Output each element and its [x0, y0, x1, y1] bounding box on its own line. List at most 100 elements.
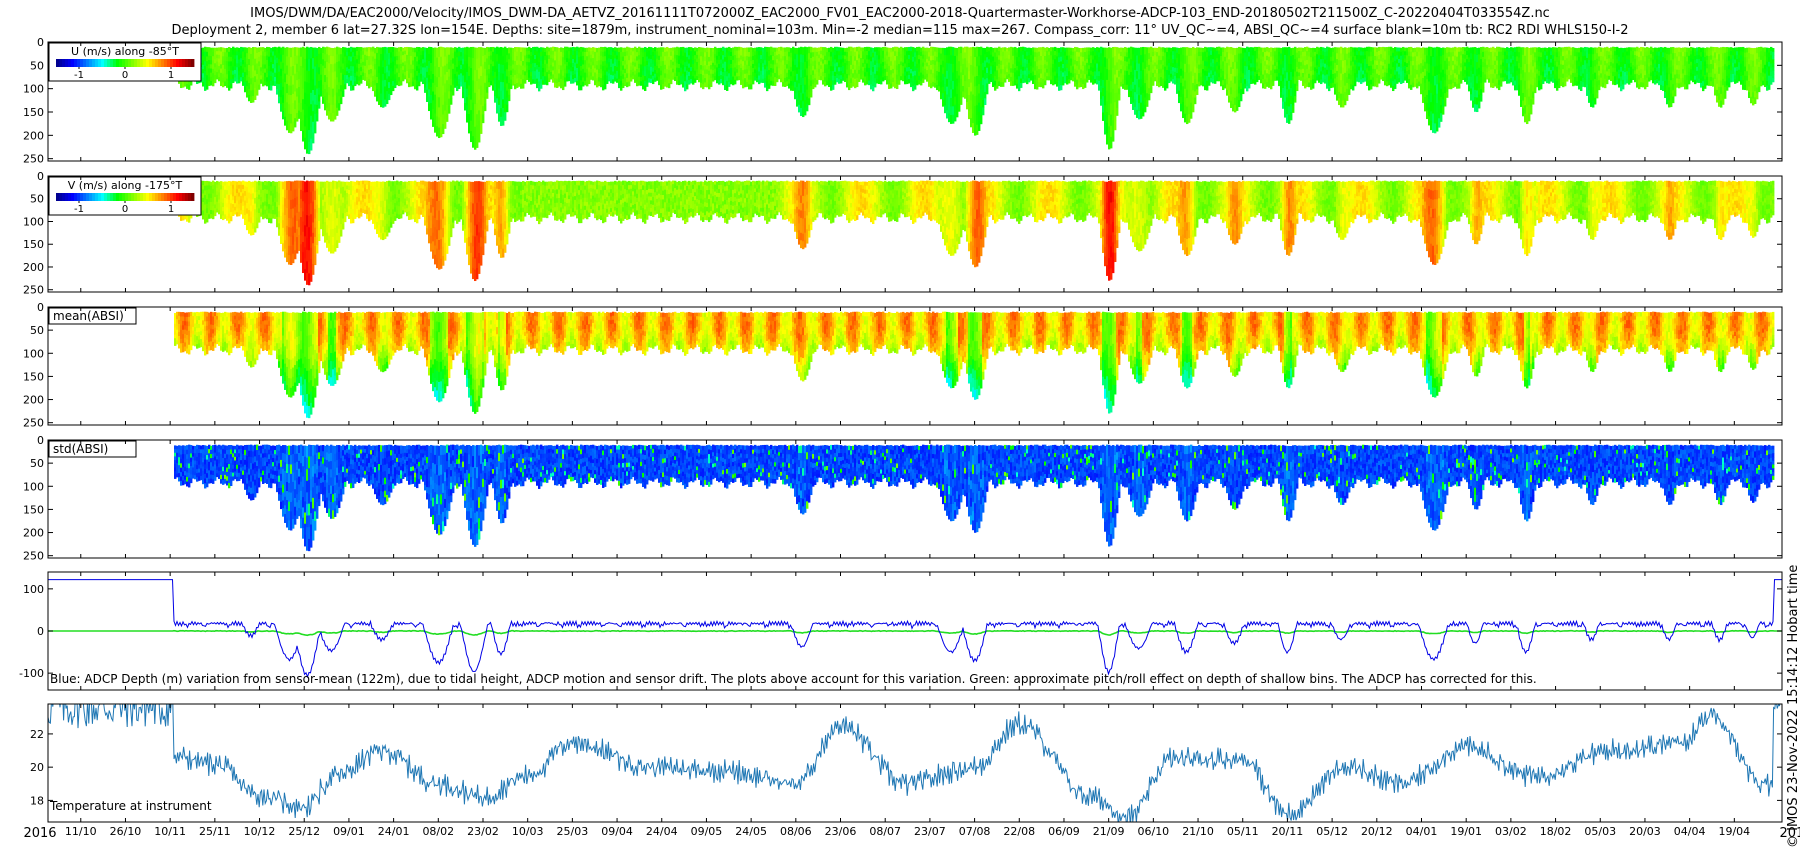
heatmap-cell — [736, 58, 739, 63]
heatmap-cell — [240, 46, 243, 52]
heatmap-cell — [258, 84, 261, 90]
heatmap-cell — [884, 72, 887, 77]
heatmap-cell — [426, 59, 429, 67]
heatmap-cell — [610, 62, 613, 68]
heatmap-cell — [604, 74, 607, 80]
heatmap-cell — [446, 96, 449, 106]
heatmap-cell — [398, 72, 401, 78]
heatmap-cell — [576, 63, 579, 69]
heatmap-cell — [358, 76, 361, 82]
heatmap-cell — [822, 67, 825, 73]
heatmap-cell — [342, 85, 345, 92]
heatmap-cell — [450, 91, 453, 99]
heatmap-cell — [428, 103, 431, 112]
heatmap-cell — [594, 76, 597, 82]
heatmap-cell — [340, 72, 343, 80]
heatmap-cell — [302, 109, 305, 121]
heatmap-cell — [402, 47, 405, 52]
heatmap-cell — [352, 80, 355, 86]
heatmap-cell — [224, 48, 227, 53]
heatmap-cell — [690, 47, 693, 52]
heatmap-cell — [406, 54, 409, 60]
heatmap-cell — [630, 77, 633, 82]
heatmap-cell — [382, 93, 385, 102]
heatmap-cell — [456, 47, 459, 53]
heatmap-cell — [426, 53, 429, 61]
heatmap-cell — [378, 72, 381, 80]
heatmap-cell — [486, 75, 489, 82]
heatmap-cell — [492, 66, 495, 72]
heatmap-cell — [752, 51, 755, 57]
heatmap-cell — [602, 56, 605, 62]
heatmap-cell — [498, 72, 501, 81]
heatmap-cell — [882, 58, 885, 63]
heatmap-cell — [326, 107, 329, 116]
heatmap-cell — [340, 85, 343, 92]
heatmap-cell — [538, 57, 541, 63]
heatmap-cell — [512, 72, 515, 78]
heatmap-cell — [696, 51, 699, 56]
heatmap-cell — [490, 63, 493, 69]
heatmap-cell — [210, 60, 213, 65]
heatmap-cell — [766, 56, 769, 62]
heatmap-cell — [562, 52, 565, 58]
heatmap-cell — [270, 61, 273, 68]
heatmap-cell — [486, 58, 489, 65]
heatmap-cell — [644, 56, 647, 62]
heatmap-cell — [412, 77, 415, 83]
heatmap-cell — [748, 70, 751, 76]
heatmap-cell — [874, 69, 877, 75]
heatmap-cell — [868, 51, 871, 56]
heatmap-cell — [604, 60, 607, 66]
heatmap-cell — [704, 52, 707, 58]
heatmap-cell — [406, 62, 409, 68]
heatmap-cell — [256, 79, 259, 86]
heatmap-cell — [528, 69, 531, 75]
heatmap-cell — [232, 74, 235, 80]
heatmap-cell — [376, 89, 379, 96]
heatmap-cell — [728, 68, 731, 74]
heatmap-cell — [810, 63, 813, 70]
heatmap-cell — [758, 59, 761, 64]
heatmap-cell — [794, 87, 797, 94]
heatmap-cell — [500, 47, 503, 57]
heatmap-cell — [642, 84, 645, 90]
heatmap-cell — [460, 60, 463, 66]
heatmap-cell — [414, 47, 417, 53]
heatmap-cell — [802, 54, 805, 64]
heatmap-cell — [698, 62, 701, 67]
heatmap-cell — [336, 100, 339, 109]
heatmap-cell — [478, 68, 481, 80]
heatmap-cell — [760, 58, 763, 64]
heatmap-cell — [562, 71, 565, 77]
heatmap-cell — [382, 67, 385, 75]
heatmap-cell — [846, 69, 849, 75]
heatmap-cell — [848, 80, 851, 86]
heatmap-cell — [1118, 94, 1121, 101]
heatmap-cell — [348, 77, 351, 82]
heatmap-cell — [306, 105, 309, 119]
heatmap-cell — [578, 52, 581, 58]
heatmap-cell — [506, 90, 509, 99]
heatmap-cell — [406, 50, 409, 56]
heatmap-cell — [716, 48, 719, 53]
heatmap-cell — [780, 77, 783, 83]
heatmap-cell — [814, 73, 817, 79]
heatmap-cell — [700, 73, 703, 79]
heatmap-cell — [834, 67, 837, 73]
heatmap-cell — [530, 64, 533, 69]
heatmap-cell — [310, 58, 313, 71]
heatmap-cell — [608, 77, 611, 82]
heatmap-cell — [462, 86, 465, 93]
heatmap-cell — [582, 55, 585, 61]
heatmap-cell — [214, 51, 217, 56]
heatmap-cell — [536, 74, 539, 80]
heatmap-cell — [244, 77, 247, 83]
heatmap-cell — [868, 76, 871, 81]
heatmap-cell — [442, 47, 445, 58]
heatmap-cell — [212, 51, 215, 57]
heatmap-cell — [314, 113, 317, 124]
heatmap-cell — [622, 69, 625, 75]
heatmap-cell — [852, 64, 855, 70]
heatmap-cell — [512, 52, 515, 57]
